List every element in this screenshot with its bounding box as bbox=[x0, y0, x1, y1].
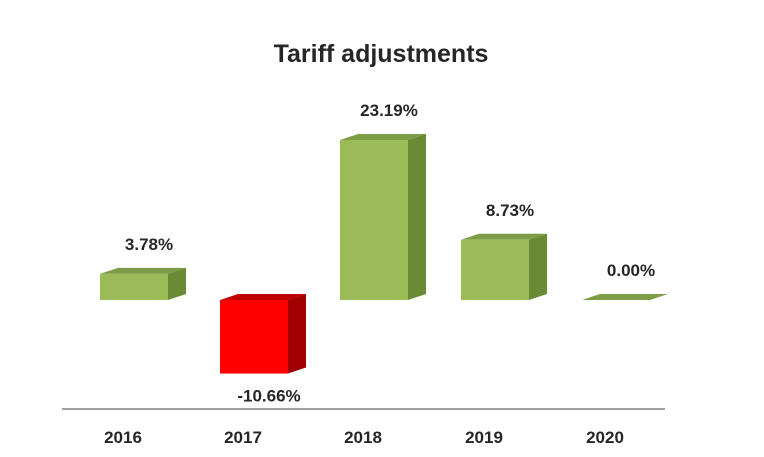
x-tick-label-2019: 2019 bbox=[465, 428, 503, 447]
data-label-2018: 23.19% bbox=[360, 101, 418, 120]
bars-group bbox=[100, 133, 668, 374]
x-tick-label-2018: 2018 bbox=[344, 428, 382, 447]
data-label-2019: 8.73% bbox=[486, 201, 534, 220]
bar-front-face bbox=[461, 239, 529, 300]
bar-top-face bbox=[340, 133, 426, 140]
bar-2016 bbox=[100, 267, 186, 300]
bar-2019 bbox=[461, 233, 547, 300]
bar-front-face bbox=[100, 273, 168, 300]
data-labels: 3.78% -10.66% 23.19% 8.73% 0.00% bbox=[125, 101, 655, 406]
bar-side-face bbox=[288, 294, 306, 374]
bar-2020 bbox=[582, 294, 668, 300]
bar-front-face bbox=[220, 300, 288, 374]
data-label-2016: 3.78% bbox=[125, 235, 173, 254]
x-axis-ticks: 2016 2017 2018 2019 2020 bbox=[104, 428, 624, 447]
bar-side-face bbox=[168, 267, 186, 300]
bar-top-face bbox=[461, 233, 547, 240]
bar-side-face bbox=[408, 133, 426, 300]
chart-title: Tariff adjustments bbox=[274, 40, 489, 68]
x-tick-label-2016: 2016 bbox=[104, 428, 142, 447]
bar-top-face bbox=[220, 294, 306, 300]
bar-2018 bbox=[340, 133, 426, 300]
bar-front-face bbox=[340, 139, 408, 300]
data-label-2017: -10.66% bbox=[237, 387, 300, 406]
bar-side-face bbox=[529, 233, 547, 300]
data-label-2020: 0.00% bbox=[607, 261, 655, 280]
bar-top-face bbox=[582, 294, 668, 300]
bar-top-face bbox=[100, 267, 186, 274]
x-tick-label-2020: 2020 bbox=[586, 428, 624, 447]
bar-2017 bbox=[220, 294, 306, 374]
x-tick-label-2017: 2017 bbox=[224, 428, 262, 447]
